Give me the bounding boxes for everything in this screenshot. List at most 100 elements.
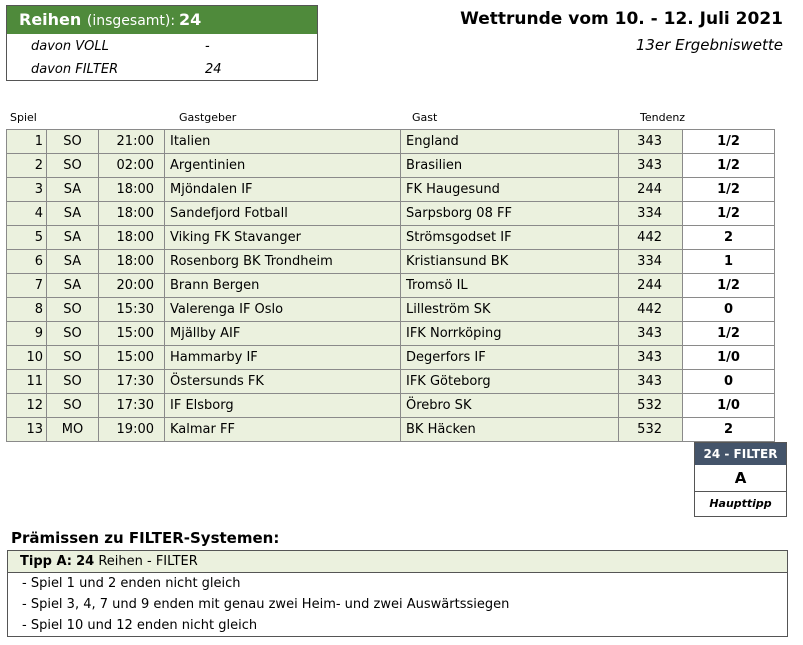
filter-caption: Haupttipp bbox=[709, 497, 772, 510]
premises-header: Tipp A: 24 Reihen - FILTER bbox=[8, 551, 787, 573]
game-tendenz: 244 bbox=[618, 273, 683, 298]
game-number: 11 bbox=[6, 369, 47, 394]
game-day: SO bbox=[46, 369, 99, 394]
table-row: 3 SA 18:00 Mjöndalen IF FK Haugesund 244 1/2 bbox=[6, 177, 775, 202]
column-header-gast: Gast bbox=[412, 111, 438, 124]
game-tip: 1/0 bbox=[682, 393, 775, 418]
tipp-rest: Reihen - FILTER bbox=[98, 554, 198, 569]
table-row: 4 SA 18:00 Sandefjord Fotball Sarpsborg 08 F… bbox=[6, 201, 775, 226]
game-number: 13 bbox=[6, 417, 47, 442]
summary-row-voll: davon VOLL - bbox=[7, 36, 317, 58]
game-guest: Kristiansund BK bbox=[400, 249, 619, 274]
game-time: 15:00 bbox=[98, 345, 165, 370]
column-header-gastgeber: Gastgeber bbox=[179, 111, 237, 124]
game-tendenz: 532 bbox=[618, 393, 683, 418]
game-number: 5 bbox=[6, 225, 47, 250]
game-time: 15:30 bbox=[98, 297, 165, 322]
game-tendenz: 343 bbox=[618, 321, 683, 346]
game-tip: 1/2 bbox=[682, 177, 775, 202]
game-day: SA bbox=[46, 201, 99, 226]
game-host: Sandefjord Fotball bbox=[164, 201, 401, 226]
game-tendenz: 343 bbox=[618, 153, 683, 178]
game-tendenz: 334 bbox=[618, 249, 683, 274]
game-tendenz: 343 bbox=[618, 129, 683, 154]
game-time: 17:30 bbox=[98, 369, 165, 394]
game-host: IF Elsborg bbox=[164, 393, 401, 418]
game-guest: Strömsgodset IF bbox=[400, 225, 619, 250]
table-row: 12 SO 17:30 IF Elsborg Örebro SK 532 1/0 bbox=[6, 393, 775, 418]
summary-header: Reihen (insgesamt): 24 bbox=[7, 6, 317, 34]
game-host: Mjöndalen IF bbox=[164, 177, 401, 202]
table-row: 6 SA 18:00 Rosenborg BK Trondheim Kristiansu… bbox=[6, 249, 775, 274]
filter-letter: A bbox=[695, 465, 786, 492]
table-row: 1 SO 21:00 Italien England 343 1/2 bbox=[6, 129, 775, 154]
game-day: SA bbox=[46, 273, 99, 298]
game-host: Mjällby AIF bbox=[164, 321, 401, 346]
page-subtitle: 13er Ergebniswette bbox=[635, 36, 783, 54]
tipp-label: Tipp A: bbox=[20, 554, 72, 569]
game-tendenz: 442 bbox=[618, 297, 683, 322]
summary-total: 24 bbox=[179, 10, 202, 29]
game-day: SO bbox=[46, 153, 99, 178]
column-header-tendenz: Tendenz bbox=[640, 111, 686, 124]
game-guest: Lilleström SK bbox=[400, 297, 619, 322]
game-day: SA bbox=[46, 225, 99, 250]
game-tendenz: 343 bbox=[618, 345, 683, 370]
summary-value: - bbox=[205, 39, 210, 54]
game-day: SO bbox=[46, 129, 99, 154]
game-time: 20:00 bbox=[98, 273, 165, 298]
game-time: 02:00 bbox=[98, 153, 165, 178]
game-time: 18:00 bbox=[98, 177, 165, 202]
game-host: Kalmar FF bbox=[164, 417, 401, 442]
page-title: Wettrunde vom 10. - 12. Juli 2021 bbox=[460, 9, 783, 29]
table-row: 9 SO 15:00 Mjällby AIF IFK Norrköping 343 1/2 bbox=[6, 321, 775, 346]
game-guest: Brasilien bbox=[400, 153, 619, 178]
game-host: Hammarby IF bbox=[164, 345, 401, 370]
game-time: 15:00 bbox=[98, 321, 165, 346]
table-row: 11 SO 17:30 Östersunds FK IFK Göteborg 343 0 bbox=[6, 369, 775, 394]
game-tip: 1/2 bbox=[682, 321, 775, 346]
game-tip: 1/2 bbox=[682, 153, 775, 178]
game-guest: Tromsö IL bbox=[400, 273, 619, 298]
game-tendenz: 244 bbox=[618, 177, 683, 202]
game-number: 10 bbox=[6, 345, 47, 370]
game-guest: FK Haugesund bbox=[400, 177, 619, 202]
summary-key: davon FILTER bbox=[31, 62, 119, 77]
table-row: 8 SO 15:30 Valerenga IF Oslo Lilleström SK 44… bbox=[6, 297, 775, 322]
game-time: 18:00 bbox=[98, 225, 165, 250]
game-host: Valerenga IF Oslo bbox=[164, 297, 401, 322]
premise-item: - Spiel 3, 4, 7 und 9 enden mit genau zw… bbox=[22, 597, 510, 612]
summary-key: davon VOLL bbox=[31, 39, 109, 54]
game-tendenz: 442 bbox=[618, 225, 683, 250]
game-host: Italien bbox=[164, 129, 401, 154]
game-tip: 1/2 bbox=[682, 201, 775, 226]
game-tip: 2 bbox=[682, 225, 775, 250]
game-guest: Örebro SK bbox=[400, 393, 619, 418]
game-day: SO bbox=[46, 345, 99, 370]
game-number: 4 bbox=[6, 201, 47, 226]
premises-list: - Spiel 1 und 2 enden nicht gleich - Spi… bbox=[8, 573, 787, 636]
game-day: SA bbox=[46, 249, 99, 274]
game-time: 18:00 bbox=[98, 249, 165, 274]
table-row: 7 SA 20:00 Brann Bergen Tromsö IL 244 1/2 bbox=[6, 273, 775, 298]
game-number: 7 bbox=[6, 273, 47, 298]
game-number: 2 bbox=[6, 153, 47, 178]
game-host: Viking FK Stavanger bbox=[164, 225, 401, 250]
game-number: 12 bbox=[6, 393, 47, 418]
game-tendenz: 343 bbox=[618, 369, 683, 394]
game-day: SO bbox=[46, 297, 99, 322]
premise-item: - Spiel 10 und 12 enden nicht gleich bbox=[22, 618, 258, 633]
game-time: 18:00 bbox=[98, 201, 165, 226]
premises-title: Prämissen zu FILTER-Systemen: bbox=[11, 529, 280, 547]
table-row: 5 SA 18:00 Viking FK Stavanger Strömsgodset … bbox=[6, 225, 775, 250]
game-day: SO bbox=[46, 321, 99, 346]
game-time: 19:00 bbox=[98, 417, 165, 442]
game-number: 3 bbox=[6, 177, 47, 202]
game-day: SO bbox=[46, 393, 99, 418]
table-row: 13 MO 19:00 Kalmar FF BK Häcken 532 2 bbox=[6, 417, 775, 442]
premises-box: Tipp A: 24 Reihen - FILTER - Spiel 1 und… bbox=[7, 550, 788, 637]
game-host: Östersunds FK bbox=[164, 369, 401, 394]
game-guest: England bbox=[400, 129, 619, 154]
game-tip: 1 bbox=[682, 249, 775, 274]
game-time: 17:30 bbox=[98, 393, 165, 418]
